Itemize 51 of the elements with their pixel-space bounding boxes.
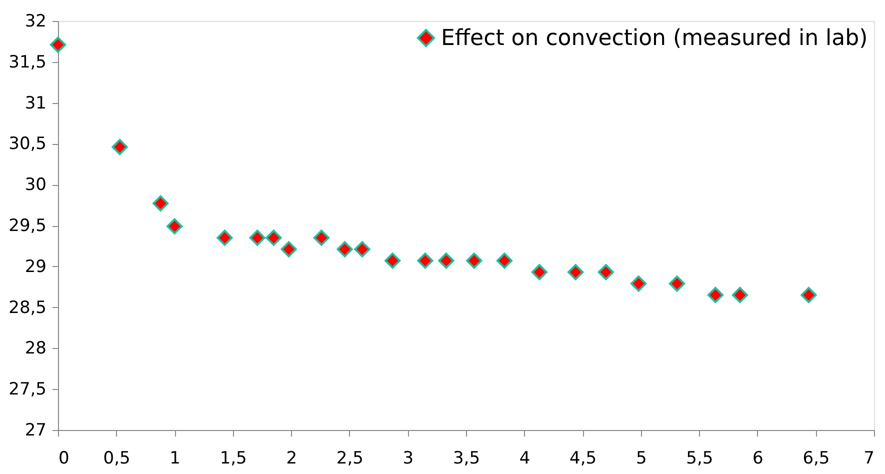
point xyxy=(313,230,330,246)
point xyxy=(216,230,233,246)
x-tick-label: 0 xyxy=(58,448,70,468)
y-tick-label: 31 xyxy=(24,93,46,114)
point xyxy=(630,276,647,292)
x-tick-label: 4,5 xyxy=(570,448,597,468)
point xyxy=(496,252,513,269)
y-tick-label: 31,5 xyxy=(8,52,46,72)
point xyxy=(384,252,401,269)
point xyxy=(466,252,482,269)
point xyxy=(266,230,282,246)
point xyxy=(166,218,183,234)
x-tick-label: 3,5 xyxy=(452,448,480,468)
y-tick-label: 28 xyxy=(24,338,46,359)
y-tick-label: 29 xyxy=(24,256,46,277)
point xyxy=(249,230,266,246)
point xyxy=(50,36,66,53)
point xyxy=(417,252,434,269)
y-tick-label: 27 xyxy=(24,420,46,440)
x-tick-label: 7 xyxy=(864,448,874,468)
x-tick-label: 2 xyxy=(286,448,298,468)
y-tick-label: 32 xyxy=(24,12,46,32)
point xyxy=(568,264,584,280)
point xyxy=(732,286,748,304)
y-tick-label: 30 xyxy=(24,175,46,196)
x-tick-label: 6 xyxy=(752,448,764,468)
point xyxy=(152,195,169,212)
point xyxy=(531,264,548,280)
x-tick-label: 4 xyxy=(519,448,530,468)
point xyxy=(336,241,353,258)
point xyxy=(707,286,724,304)
point xyxy=(280,241,297,258)
y-tick-label: 28,5 xyxy=(8,298,46,318)
x-tick-label: 1 xyxy=(170,448,180,468)
point xyxy=(800,286,817,304)
legend-label: Effect on convection (measured in lab) xyxy=(441,26,868,51)
x-tick-label: 0,5 xyxy=(103,448,130,468)
y-tick-label: 27,5 xyxy=(8,380,46,400)
x-tick-label: 5 xyxy=(636,448,647,468)
x-tick-label: 3 xyxy=(402,448,414,468)
point xyxy=(354,241,370,258)
x-tick-label: 2,5 xyxy=(336,448,364,468)
x-tick-label: 5,5 xyxy=(686,448,714,468)
point xyxy=(598,264,614,280)
y-tick-label: 29,5 xyxy=(8,216,46,236)
x-tick-label: 6,5 xyxy=(802,448,830,468)
point xyxy=(668,276,686,292)
point xyxy=(112,138,128,156)
point xyxy=(438,252,454,269)
y-tick-label: 30,5 xyxy=(8,134,46,154)
x-tick-label: 1,5 xyxy=(220,448,247,468)
